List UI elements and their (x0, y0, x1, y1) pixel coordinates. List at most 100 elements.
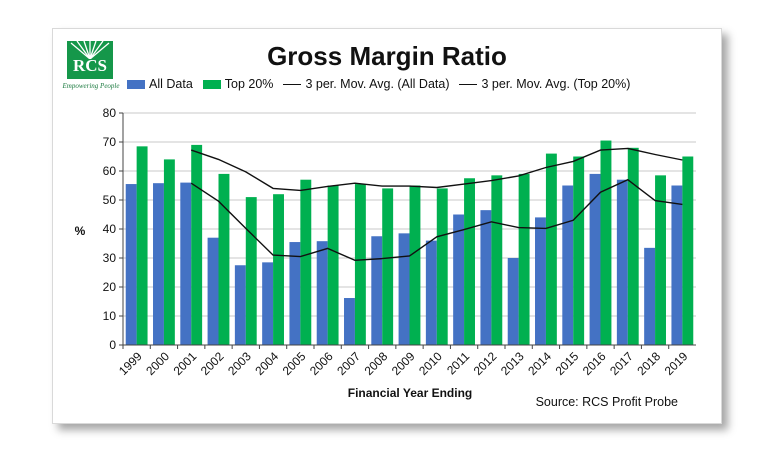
x-tick-label: 2017 (607, 349, 636, 378)
bar-top-20--2012 (491, 175, 503, 345)
x-tick-label: 2013 (498, 349, 527, 378)
legend-label-all-data: All Data (149, 77, 193, 91)
x-tick-label: 2004 (252, 349, 281, 378)
y-tick-label: 50 (103, 193, 117, 207)
x-tick-label: 2007 (334, 349, 363, 378)
legend-swatch-mov-avg-top (459, 83, 478, 85)
bar-top-20--2006 (327, 185, 339, 345)
x-tick-label: 2012 (471, 349, 500, 378)
x-tick-label: 2008 (362, 349, 391, 378)
y-tick-label: 0 (109, 338, 116, 352)
bar-all-data-2010 (425, 240, 437, 345)
bar-all-data-2013 (507, 258, 519, 345)
y-tick-label: 40 (103, 222, 117, 236)
x-tick-label: 2006 (307, 349, 336, 378)
legend-label-mov-avg-top: 3 per. Mov. Avg. (Top 20%) (481, 77, 631, 91)
x-tick-label: 2011 (444, 349, 472, 377)
bar-top-20--2016 (600, 140, 612, 345)
axes-group (119, 112, 696, 349)
bar-all-data-2006 (316, 241, 328, 345)
bar-top-20--2008 (382, 188, 394, 345)
x-tick-labels: 1999200020012002200320042005200620072008… (116, 349, 691, 378)
y-tick-label: 20 (103, 280, 117, 294)
legend-label-top-20: Top 20% (224, 77, 274, 91)
legend-swatch-mov-avg-all (283, 83, 302, 85)
bar-all-data-2001 (180, 182, 192, 345)
y-tick-labels: 0 10 20 30 40 50 60 70 80 (103, 106, 117, 352)
bar-top-20--2017 (627, 147, 639, 345)
bar-top-20--2019 (682, 156, 694, 345)
x-axis-label: Financial Year Ending (348, 386, 472, 400)
logo-tagline: Empowering People (62, 82, 120, 90)
bar-all-data-2014 (535, 217, 546, 345)
x-tick-label: 1999 (116, 349, 145, 378)
bar-all-data-2002 (207, 237, 219, 345)
bar-all-data-2017 (616, 179, 628, 345)
chart-legend: All Data Top 20% 3 per. Mov. Avg. (All D… (127, 77, 640, 91)
source-note: Source: RCS Profit Probe (536, 395, 678, 409)
bar-all-data-2009 (398, 233, 410, 345)
line-3-per-mov-avg-top-20- (190, 147, 683, 192)
y-axis-label: % (75, 224, 86, 238)
x-tick-label: 2001 (171, 349, 200, 378)
bar-top-20--2007 (354, 184, 366, 345)
line-3-per-mov-avg-all-data- (190, 178, 683, 262)
bar-all-data-2007 (344, 298, 355, 345)
bar-all-data-2005 (289, 242, 301, 345)
y-tick-label: 30 (103, 251, 117, 265)
x-tick-label: 2015 (553, 349, 582, 378)
bar-top-20--2015 (573, 156, 585, 345)
legend-swatch-all-data (127, 79, 145, 89)
x-tick-label: 2018 (634, 349, 663, 378)
legend-item-mov-avg-all: 3 per. Mov. Avg. (All Data) (283, 77, 449, 91)
bar-all-data-2003 (234, 265, 246, 345)
bar-top-20--2002 (218, 173, 230, 345)
bar-all-data-2019 (671, 185, 683, 345)
legend-swatch-top-20 (202, 79, 221, 89)
bar-top-20--2004 (273, 194, 284, 345)
bar-all-data-2018 (644, 247, 656, 345)
bar-all-data-2016 (589, 173, 601, 345)
x-tick-label: 2009 (389, 349, 418, 378)
bar-top-20--2010 (436, 188, 448, 345)
x-tick-label: 2003 (225, 349, 254, 378)
bar-all-data-2015 (562, 185, 574, 345)
y-tick-label: 80 (103, 106, 117, 120)
chart-title: Gross Margin Ratio (267, 41, 507, 71)
bar-all-data-2004 (262, 262, 274, 345)
bar-all-data-2011 (453, 214, 465, 345)
bar-all-data-2008 (371, 236, 383, 345)
sunburst-icon (70, 41, 110, 59)
lines-group (190, 147, 683, 262)
bar-top-20--1999 (136, 146, 148, 345)
bar-all-data-2012 (480, 210, 492, 345)
bar-top-20--2014 (545, 153, 557, 345)
y-tick-label: 70 (103, 135, 117, 149)
legend-item-mov-avg-top: 3 per. Mov. Avg. (Top 20%) (459, 77, 630, 91)
x-tick-label: 2000 (143, 349, 172, 378)
bar-all-data-2000 (153, 183, 164, 345)
bar-top-20--2018 (655, 175, 666, 345)
y-tick-label: 60 (103, 164, 117, 178)
bar-top-20--2011 (464, 178, 475, 345)
bar-top-20--2013 (518, 173, 530, 345)
x-tick-label: 2005 (280, 349, 309, 378)
x-tick-label: 2014 (525, 349, 554, 378)
legend-label-mov-avg-all: 3 per. Mov. Avg. (All Data) (305, 77, 450, 91)
bar-all-data-1999 (125, 184, 137, 345)
company-logo: RCS Empowering People (59, 35, 123, 101)
legend-item-all-data: All Data (127, 77, 193, 91)
bar-top-20--2003 (245, 197, 257, 345)
bar-top-20--2009 (409, 185, 421, 345)
chart-card: RCS Empowering People Gross Margin Ratio… (52, 28, 722, 424)
x-tick-label: 2002 (198, 349, 227, 378)
bars-group (125, 140, 694, 345)
bar-top-20--2005 (300, 179, 312, 345)
bar-top-20--2001 (191, 144, 203, 345)
legend-item-top-20: Top 20% (202, 77, 274, 91)
rcs-logo-mark: RCS (67, 41, 113, 79)
x-tick-label: 2019 (662, 349, 691, 378)
logo-name: RCS (72, 56, 107, 75)
x-tick-label: 2010 (416, 349, 445, 378)
